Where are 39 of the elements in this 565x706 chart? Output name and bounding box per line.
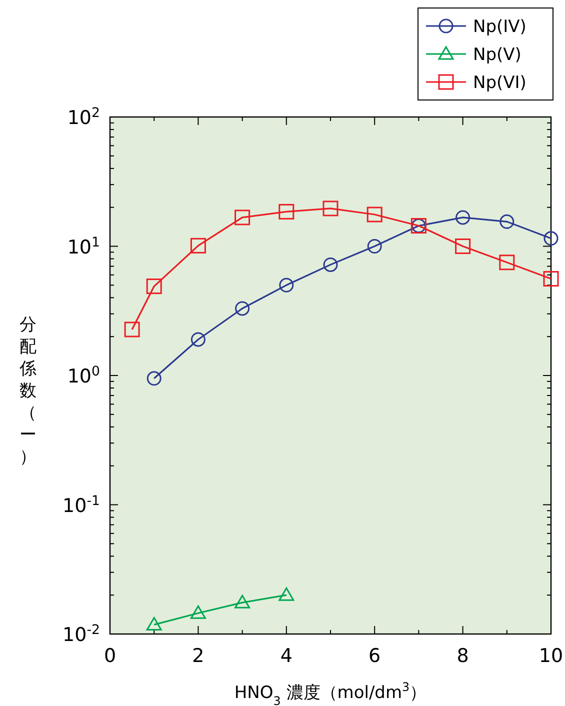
point [456,210,470,225]
point [146,278,162,294]
point [278,587,294,601]
y-tick-label: 10$^{-1}$ [62,493,100,517]
point [190,332,206,347]
point [499,254,515,270]
point [190,238,206,254]
point [366,206,382,222]
point [234,594,250,608]
y-tick-label: 10$^{0}$ [67,364,100,388]
x-tick-label: 10 [538,645,564,667]
x-tick-label: 6 [368,645,381,667]
point [146,371,162,386]
legend-label: Np(VI) [473,73,526,93]
point [124,322,140,338]
x-tick-label: 0 [104,645,116,667]
y-tick-label: 10$^{2}$ [67,106,100,129]
point [544,231,558,246]
point [234,210,250,226]
point [500,214,514,229]
point [146,616,162,630]
point [279,278,294,292]
legend-label: Np(IV) [473,17,526,37]
x-tick-label: 4 [280,645,292,667]
point [235,301,250,316]
x-tick-label: 8 [456,645,469,667]
point [455,238,471,254]
point [278,204,294,220]
point [322,200,338,216]
legend-label: Np(V) [473,45,522,65]
point [323,257,338,272]
point [367,239,382,254]
xlabel: HNO$_{3}$ 濃度（mol/dm$^{3}$） [234,680,427,706]
y-tick-label: 10$^{1}$ [67,234,100,258]
point [190,605,206,619]
x-tick-label: 2 [192,645,204,667]
point [543,271,559,287]
y-tick-label: 10$^{-2}$ [62,622,100,646]
ylabel: 分配係数（ー） [20,315,36,467]
